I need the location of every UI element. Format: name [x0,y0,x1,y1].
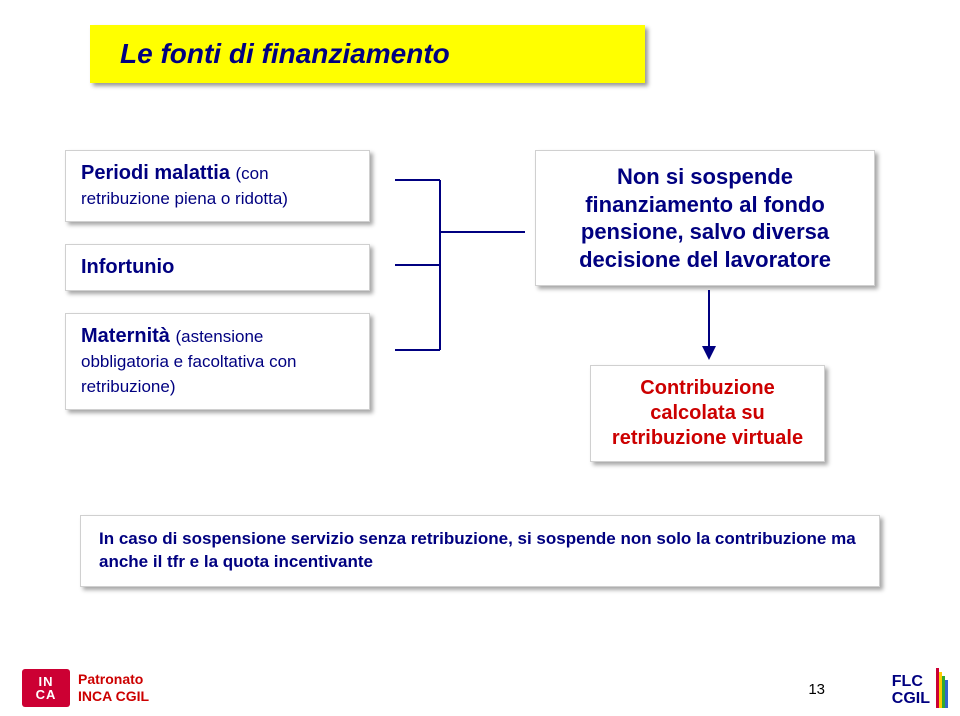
left-box-infortunio: Infortunio [65,244,370,291]
slide-title: Le fonti di finanziamento [120,38,450,70]
right-box: Non si sospende finanziamento al fondo p… [535,150,875,286]
flc-line2: CGIL [892,690,930,708]
footer: INCA Patronato INCA CGIL 13 FLC CGIL [0,660,960,716]
bottom-box: In caso di sospensione servizio senza re… [80,515,880,587]
contrib-text: Contribuzione calcolata su retribuzione … [603,376,812,451]
page-number: 13 [808,681,825,698]
arrow-down-icon [702,290,716,360]
patronato-label: Patronato INCA CGIL [78,671,149,705]
left-box-maternita: Maternità (astensione obbligatoria e fac… [65,313,370,410]
left-box-text: Maternità (astensione obbligatoria e fac… [81,324,354,399]
left-box-main: Infortunio [81,256,174,278]
left-column: Periodi malattia (con retribuzione piena… [65,150,370,432]
left-box-malattia: Periodi malattia (con retribuzione piena… [65,150,370,222]
bracket-connector [395,170,525,360]
logo-block: INCA Patronato INCA CGIL [22,669,149,707]
left-box-main: Maternità [81,325,175,347]
slide: Le fonti di finanziamento Periodi malatt… [0,0,960,716]
right-box-text: Non si sospende finanziamento al fondo p… [551,163,859,273]
left-box-text: Infortunio [81,255,354,280]
left-box-text: Periodi malattia (con retribuzione piena… [81,161,354,211]
left-box-main: Periodi malattia [81,162,236,184]
patronato-line1: Patronato [78,671,143,687]
flc-block: FLC CGIL [892,673,930,708]
title-box: Le fonti di finanziamento [90,25,645,83]
inca-logo-text: INCA [36,675,57,701]
contrib-box: Contribuzione calcolata su retribuzione … [590,365,825,462]
patronato-line2: INCA CGIL [78,688,149,704]
bottom-text: In caso di sospensione servizio senza re… [99,528,861,574]
flc-line1: FLC [892,673,930,691]
flc-color-bars-icon [936,668,948,708]
inca-logo-icon: INCA [22,669,70,707]
